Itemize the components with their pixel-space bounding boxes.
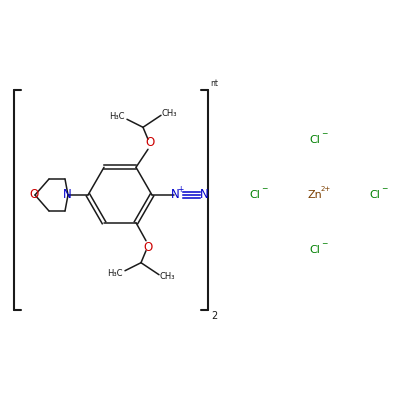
- Text: H₃C: H₃C: [109, 112, 125, 121]
- Text: O: O: [145, 136, 155, 149]
- Text: O: O: [143, 241, 153, 254]
- Text: Cl: Cl: [250, 190, 260, 200]
- Text: O: O: [29, 188, 39, 202]
- Text: 2: 2: [211, 311, 217, 321]
- Text: 2+: 2+: [321, 186, 331, 192]
- Text: −: −: [261, 184, 267, 194]
- Text: Cl: Cl: [310, 245, 320, 255]
- Text: −: −: [321, 240, 327, 248]
- Text: CH₃: CH₃: [159, 272, 175, 281]
- Text: N: N: [171, 188, 179, 202]
- Text: Cl: Cl: [310, 135, 320, 145]
- Text: N: N: [200, 188, 208, 202]
- Text: CH₃: CH₃: [161, 109, 177, 118]
- Text: +: +: [177, 186, 184, 194]
- Text: N: N: [63, 188, 71, 200]
- Text: nt: nt: [210, 80, 218, 88]
- Text: −: −: [321, 130, 327, 138]
- Text: H₃C: H₃C: [107, 269, 123, 278]
- Text: −: −: [381, 184, 387, 194]
- Text: Zn: Zn: [308, 190, 322, 200]
- Text: Cl: Cl: [370, 190, 380, 200]
